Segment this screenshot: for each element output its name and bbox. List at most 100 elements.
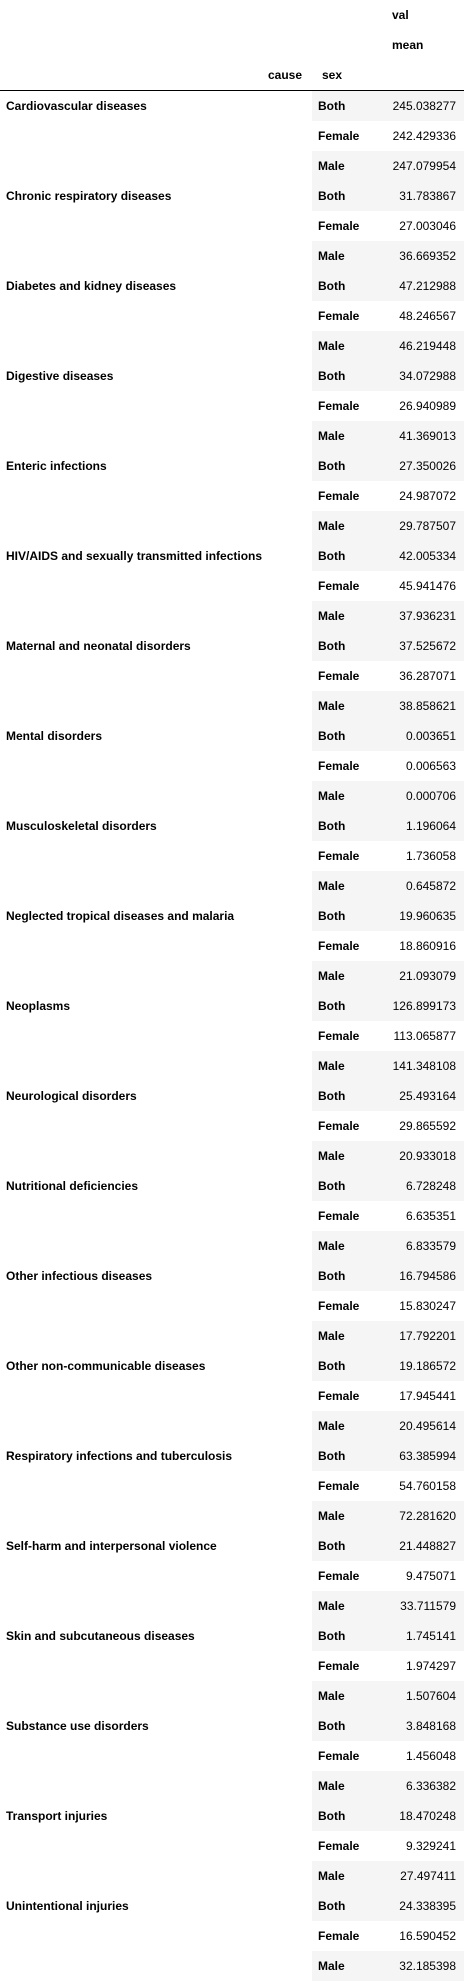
sex-cell: Female bbox=[318, 938, 360, 953]
mean-value-cell: 25.493164 bbox=[399, 1088, 456, 1103]
sex-cell: Both bbox=[318, 278, 346, 293]
table-row: Respiratory infections and tuberculosis B… bbox=[0, 1440, 464, 1531]
sex-cell: Female bbox=[318, 1388, 360, 1403]
mean-value-cell: 141.348108 bbox=[392, 1058, 456, 1073]
table-row: Musculoskeletal disorders Both 1.196064 bbox=[0, 810, 464, 901]
table-row: HIV/AIDS and sexually transmitted infect… bbox=[0, 540, 464, 631]
table-row: Substance use disorders Both 3.848168 bbox=[0, 1710, 464, 1801]
sex-cell: Male bbox=[318, 1778, 345, 1793]
mean-value-cell: 242.429336 bbox=[392, 128, 456, 143]
sex-cell: Both bbox=[318, 638, 346, 653]
mean-value-cell: 0.645872 bbox=[405, 878, 456, 893]
sex-cell: Both bbox=[318, 728, 346, 743]
mean-value-cell: 1.456048 bbox=[405, 1748, 456, 1763]
header-row-mean: mean bbox=[0, 30, 464, 60]
sex-cell: Both bbox=[318, 818, 346, 833]
mean-value-cell: 34.072988 bbox=[399, 368, 456, 383]
cause-cell: Musculoskeletal disorders bbox=[0, 810, 312, 901]
cause-cell: Chronic respiratory diseases bbox=[0, 180, 312, 271]
table-row: Diabetes and kidney diseases Both 47.21298… bbox=[0, 270, 464, 361]
column-header-val: val bbox=[378, 0, 464, 30]
mean-value-cell: 247.079954 bbox=[392, 158, 456, 173]
sex-cell: Both bbox=[318, 368, 346, 383]
sex-cell: Male bbox=[318, 1418, 345, 1433]
mean-value-cell: 27.350026 bbox=[399, 458, 456, 473]
sex-cell: Female bbox=[318, 308, 360, 323]
cause-cell: Skin and subcutaneous diseases bbox=[0, 1620, 312, 1711]
table-row: Neglected tropical diseases and malaria B… bbox=[0, 900, 464, 991]
sex-cell: Female bbox=[318, 1838, 360, 1853]
sex-cell: Female bbox=[318, 1478, 360, 1493]
header-row-val: val bbox=[0, 0, 464, 30]
table-row: Other infectious diseases Both 16.794586 bbox=[0, 1260, 464, 1351]
header-blank bbox=[0, 30, 312, 60]
cause-cell: Other infectious diseases bbox=[0, 1260, 312, 1351]
sex-cell: Male bbox=[318, 338, 345, 353]
sex-cell: Male bbox=[318, 968, 345, 983]
sex-cell: Female bbox=[318, 1928, 360, 1943]
mean-value-cell: 29.865592 bbox=[399, 1118, 456, 1133]
sex-cell: Male bbox=[318, 1058, 345, 1073]
mean-value-cell: 54.760158 bbox=[399, 1478, 456, 1493]
mean-value-cell: 32.185398 bbox=[399, 1958, 456, 1973]
mean-value-cell: 36.669352 bbox=[399, 248, 456, 263]
mean-value-cell: 1.745141 bbox=[405, 1628, 456, 1643]
sex-cell: Male bbox=[318, 428, 345, 443]
table-row: Transport injuries Both 18.470248 bbox=[0, 1800, 464, 1891]
mean-value-cell: 1.196064 bbox=[405, 818, 456, 833]
cause-cell: Neurological disorders bbox=[0, 1080, 312, 1171]
mean-value-cell: 21.093079 bbox=[399, 968, 456, 983]
mean-value-cell: 29.787507 bbox=[399, 518, 456, 533]
mean-value-cell: 20.933018 bbox=[399, 1148, 456, 1163]
mean-value-cell: 6.833579 bbox=[405, 1238, 456, 1253]
sex-cell: Male bbox=[318, 788, 345, 803]
mean-value-cell: 16.794586 bbox=[399, 1268, 456, 1283]
table-row: Self-harm and interpersonal violence Both… bbox=[0, 1530, 464, 1621]
sex-cell: Female bbox=[318, 1298, 360, 1313]
mean-value-cell: 45.941476 bbox=[399, 578, 456, 593]
mean-value-cell: 42.005334 bbox=[399, 548, 456, 563]
sex-cell: Female bbox=[318, 1118, 360, 1133]
sex-cell: Male bbox=[318, 1598, 345, 1613]
sex-cell: Male bbox=[318, 1148, 345, 1163]
mean-value-cell: 27.003046 bbox=[399, 218, 456, 233]
table-row: Unintentional injuries Both 24.338395 bbox=[0, 1890, 464, 1981]
mean-value-cell: 113.065877 bbox=[393, 1028, 456, 1043]
cause-cell: Neoplasms bbox=[0, 990, 312, 1081]
table-row: Other non-communicable diseases Both 19.18… bbox=[0, 1350, 464, 1441]
sex-cell: Both bbox=[318, 458, 346, 473]
mean-value-cell: 72.281620 bbox=[399, 1508, 456, 1523]
mean-value-cell: 37.525672 bbox=[399, 638, 456, 653]
sex-cell: Both bbox=[318, 1268, 346, 1283]
sex-cell: Both bbox=[318, 1448, 346, 1463]
cause-cell: Cardiovascular diseases bbox=[0, 90, 312, 181]
cause-cell: Maternal and neonatal disorders bbox=[0, 630, 312, 721]
mean-value-cell: 3.848168 bbox=[405, 1718, 456, 1733]
index-header-cause: cause bbox=[0, 60, 312, 91]
table-row: Enteric infections Both 27.350026 bbox=[0, 450, 464, 541]
mean-value-cell: 0.000706 bbox=[405, 788, 456, 803]
mean-value-cell: 18.470248 bbox=[399, 1808, 456, 1823]
mean-value-cell: 33.711579 bbox=[400, 1598, 456, 1613]
mean-value-cell: 38.858621 bbox=[399, 698, 456, 713]
table-row: Skin and subcutaneous diseases Both 1.7451… bbox=[0, 1620, 464, 1711]
mean-value-cell: 1.736058 bbox=[405, 848, 456, 863]
mean-value-cell: 31.783867 bbox=[399, 188, 456, 203]
table-row: Mental disorders Both 0.003651 bbox=[0, 720, 464, 811]
mean-value-cell: 20.495614 bbox=[399, 1418, 456, 1433]
sex-cell: Male bbox=[318, 158, 345, 173]
mean-value-cell: 0.003651 bbox=[405, 728, 456, 743]
table-header: val mean cause sex bbox=[0, 0, 464, 91]
mean-value-cell: 48.246567 bbox=[399, 308, 456, 323]
header-blank bbox=[378, 60, 464, 91]
cause-cell: Enteric infections bbox=[0, 450, 312, 541]
sex-cell: Male bbox=[318, 698, 345, 713]
mean-value-cell: 6.336382 bbox=[405, 1778, 456, 1793]
cause-cell: Other non-communicable diseases bbox=[0, 1350, 312, 1441]
sex-cell: Male bbox=[318, 1688, 345, 1703]
sex-cell: Both bbox=[318, 908, 346, 923]
mean-value-cell: 47.212988 bbox=[399, 278, 456, 293]
sex-cell: Both bbox=[318, 998, 346, 1013]
mean-value-cell: 1.507604 bbox=[405, 1688, 456, 1703]
header-blank bbox=[312, 30, 378, 60]
